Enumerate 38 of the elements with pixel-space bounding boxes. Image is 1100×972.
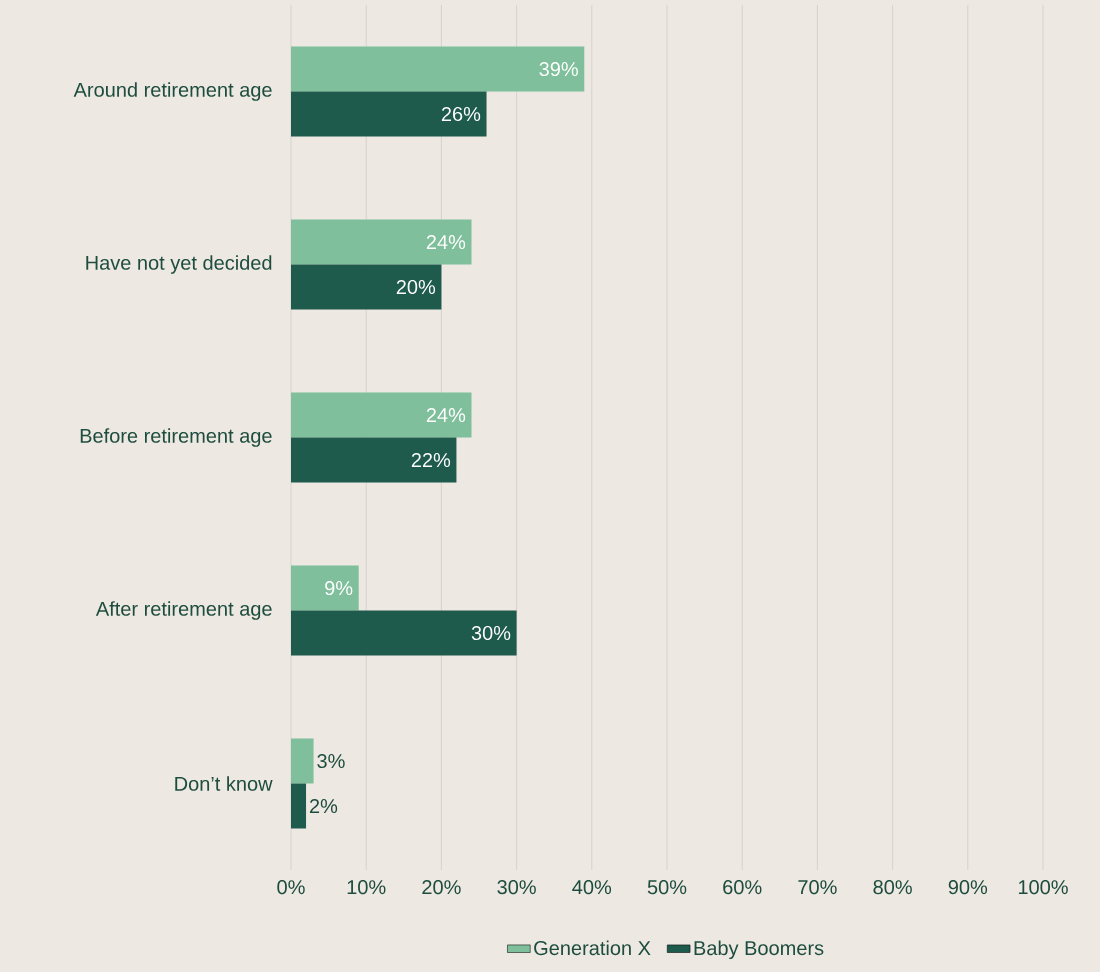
- bar: [291, 610, 517, 656]
- data-label: 2%: [309, 798, 338, 814]
- x-tick-label: 0%: [277, 880, 305, 895]
- x-tick-label: 90%: [948, 880, 988, 895]
- bar: [291, 565, 359, 611]
- data-label: 24%: [426, 234, 466, 250]
- bar: [291, 783, 307, 829]
- bar: [291, 264, 442, 310]
- y-tick-label: Have not yet decided: [86, 255, 272, 274]
- data-label: 30%: [471, 625, 511, 641]
- data-label: 20%: [396, 279, 436, 295]
- legend-label: Generation X: [534, 940, 651, 956]
- y-tick-label: Around retirement age: [73, 82, 272, 101]
- x-tick-label: 100%: [1018, 880, 1068, 895]
- data-label: 9%: [325, 580, 353, 596]
- x-tick-label: 60%: [723, 880, 762, 895]
- x-tick-label: 10%: [347, 880, 386, 895]
- data-label: 22%: [411, 452, 451, 468]
- legend-label: Baby Boomers: [694, 940, 824, 960]
- data-label: 3%: [317, 753, 345, 769]
- x-tick-label: 20%: [422, 880, 461, 895]
- y-tick-label: Before retirement age: [80, 428, 272, 447]
- data-label: 24%: [426, 407, 466, 423]
- x-tick-label: 40%: [572, 880, 612, 895]
- x-tick-label: 50%: [647, 880, 687, 895]
- bar: [291, 91, 487, 137]
- bar: [291, 46, 585, 92]
- x-tick-label: 80%: [873, 880, 912, 895]
- y-tick-label: After retirement age: [95, 601, 272, 620]
- x-tick-label: 30%: [497, 880, 536, 895]
- bar: [291, 437, 457, 483]
- x-tick-label: 70%: [798, 880, 837, 895]
- bar: [291, 392, 472, 438]
- data-label: 26%: [441, 106, 481, 122]
- bar: [291, 219, 472, 265]
- data-label: 39%: [539, 61, 578, 77]
- bar: [291, 738, 314, 784]
- y-tick-label: Don’t know: [175, 776, 273, 791]
